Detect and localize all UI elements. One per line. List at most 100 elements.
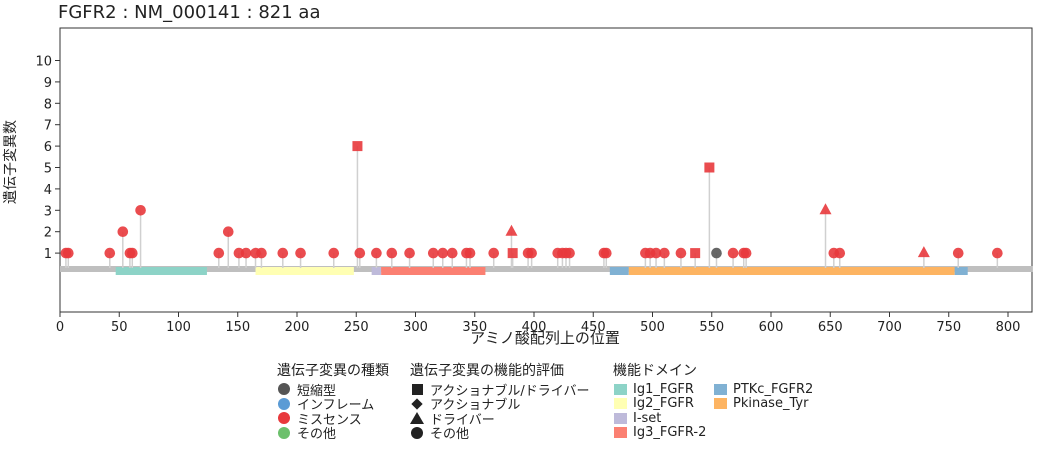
x-tick-label: 500 [640,320,665,335]
x-tick-label: 300 [403,320,428,335]
legend-label: アクショナブル [430,398,521,414]
legend-label: ドライバー [430,412,495,428]
legend-label: I-set [633,410,662,426]
mutation-square-marker [704,162,715,173]
legend-label: ミスセンス [297,412,362,428]
x-tick-label: 800 [996,320,1021,335]
legend-item-domain-symbol [613,426,627,440]
legend-mutation-type: 遺伝子変異の種類 短縮型 インフレーム ミスセンス その他 [277,360,389,442]
mutation-circle-marker [354,247,366,259]
legend-label: インフレーム [297,398,375,414]
legend-title: 機能ドメイン [613,363,697,379]
legend-label: Ig3_FGFR-2 [633,425,707,441]
legend-item-type-symbol [277,411,291,425]
mutation-circle-marker [404,247,415,259]
mutation-circle-marker [659,247,670,259]
legend-title: 遺伝子変異の種類 [277,363,389,379]
chart-title: FGFR2 : NM_000141 : 821 aa [58,2,320,23]
y-axis-label: 遺伝子変異数 [2,120,19,204]
protein-backbone [60,266,1033,272]
y-tick-label: 10 [35,55,52,70]
legend-item-domain-symbol [613,382,627,396]
mutation-square-marker [352,141,363,152]
mutation-circle-marker [328,247,340,259]
legend-label: Ig1_FGFR [633,381,694,397]
mutation-circle-marker [834,247,846,259]
mutation-circle-marker [992,247,1003,259]
mutation-circle-marker [650,247,662,259]
y-tick-label: 3 [44,204,52,219]
legend-label: PTKc_FGFR2 [733,381,814,397]
mutation-circle-marker [740,247,752,259]
mutation-circle-marker [117,226,129,237]
legend-item-type: その他 [277,426,389,442]
mutation-circle-marker [295,247,306,259]
plot-frame [59,27,1033,313]
y-tick-label: 2 [44,226,52,241]
mutation-circle-marker [675,247,687,259]
mutation-square-marker [507,248,518,259]
mutation-circle-marker [711,247,722,259]
legend-item-type-symbol [277,397,291,411]
y-tick-label: 5 [44,162,52,177]
x-tick-label: 250 [344,320,369,335]
mutation-circle-marker [464,247,476,259]
mutation-circle-marker [727,247,739,259]
legend-label: その他 [430,427,470,443]
legend-item-domain-symbol [613,411,627,425]
mutation-triangle-marker [505,224,518,236]
x-tick-label: 600 [759,320,784,335]
legend-item-domain-symbol [713,382,727,396]
legend-item-eval-symbol [410,411,424,425]
mutation-triangle-marker [819,203,832,215]
x-tick-label: 450 [581,320,606,335]
legend-item-eval: ドライバー [410,411,589,428]
mutation-circle-marker [600,247,612,259]
y-tick-label: 8 [44,97,52,112]
legend-domains: 機能ドメイン Ig1_FGFR Ig2_FGFR I-set Ig3_FGFR-2 PT… [613,360,823,440]
mutation-circle-marker [222,226,234,237]
x-tick-label: 400 [522,320,547,335]
x-tick-label: 750 [936,320,961,335]
x-tick-label: 200 [285,320,310,335]
legend-item-domain: Ig3_FGFR-2 [613,425,713,441]
x-tick-label: 650 [818,320,843,335]
legend-item-domain: Ig2_FGFR [613,396,713,411]
legend-item-domain: PTKc_FGFR2 [713,382,823,397]
legend-label: 短縮型 [297,383,337,399]
mutation-circle-marker [104,247,116,259]
legend-item-type-symbol [277,382,291,396]
mutation-circle-marker [213,247,225,259]
mutation-circle-marker [952,247,964,259]
domain-ptkc_fgfr2 [609,267,629,275]
mutation-circle-marker [446,247,458,259]
x-tick-label: 100 [166,320,191,335]
mutation-circle-marker [526,247,537,259]
legend-title: 遺伝子変異の機能的評価 [410,363,564,379]
mutation-circle-marker [371,247,382,259]
legend-item-domain: Ig1_FGFR [613,382,713,397]
legend-label: Pkinase_Tyr [733,396,809,412]
y-tick-label: 4 [44,183,52,198]
x-tick-label: 350 [462,320,487,335]
x-tick-label: 150 [225,320,250,335]
y-tick-label: 1 [44,247,52,262]
x-tick-label: 550 [699,320,724,335]
domain-ig3_fgfr-2 [381,267,486,275]
mutation-circle-marker [427,247,439,259]
legend-item-eval: アクショナブル [410,397,589,414]
domain-ig1_fgfr [115,267,207,275]
x-tick-label: 0 [56,320,64,335]
domain-ig2_fgfr [255,267,354,275]
mutation-circle-marker [256,247,267,259]
y-tick-label: 9 [44,76,52,91]
mutation-circle-marker [126,247,138,259]
legend-item-eval: その他 [410,426,589,443]
domain-i-set [371,267,382,275]
legend-item-eval-symbol [410,397,424,411]
legend-item-domain-symbol [713,397,727,411]
legend-item-type: 短縮型 [277,382,389,399]
legend-item-domain: I-set [613,411,713,426]
x-tick-label: 700 [877,320,902,335]
y-tick-label: 6 [44,140,52,155]
